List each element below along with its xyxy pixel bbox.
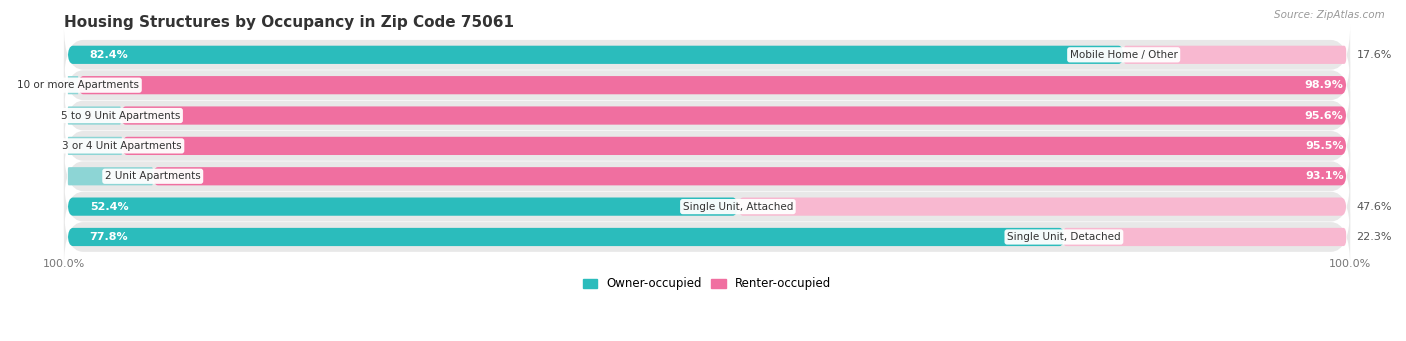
FancyBboxPatch shape	[63, 206, 1350, 268]
Text: Housing Structures by Occupancy in Zip Code 75061: Housing Structures by Occupancy in Zip C…	[65, 15, 515, 30]
Text: Mobile Home / Other: Mobile Home / Other	[1070, 50, 1178, 60]
FancyBboxPatch shape	[63, 176, 1350, 237]
FancyBboxPatch shape	[63, 146, 1350, 207]
Text: 95.5%: 95.5%	[1305, 141, 1344, 151]
FancyBboxPatch shape	[67, 167, 153, 186]
FancyBboxPatch shape	[738, 197, 1346, 216]
FancyBboxPatch shape	[63, 85, 1350, 146]
FancyBboxPatch shape	[67, 137, 122, 155]
Text: 4.4%: 4.4%	[86, 110, 114, 120]
Text: Single Unit, Attached: Single Unit, Attached	[683, 202, 793, 212]
Legend: Owner-occupied, Renter-occupied: Owner-occupied, Renter-occupied	[578, 273, 837, 295]
Text: 47.6%: 47.6%	[1357, 202, 1392, 212]
FancyBboxPatch shape	[67, 197, 738, 216]
FancyBboxPatch shape	[67, 76, 79, 94]
FancyBboxPatch shape	[1063, 228, 1346, 246]
FancyBboxPatch shape	[63, 24, 1350, 86]
Text: 5 to 9 Unit Apartments: 5 to 9 Unit Apartments	[60, 110, 180, 120]
FancyBboxPatch shape	[63, 115, 1350, 177]
Text: Single Unit, Detached: Single Unit, Detached	[1007, 232, 1121, 242]
Text: 17.6%: 17.6%	[1357, 50, 1392, 60]
FancyBboxPatch shape	[67, 228, 1064, 246]
Text: 4.5%: 4.5%	[87, 141, 115, 151]
Text: 6.9%: 6.9%	[118, 171, 146, 181]
Text: 82.4%: 82.4%	[90, 50, 128, 60]
Text: Source: ZipAtlas.com: Source: ZipAtlas.com	[1274, 10, 1385, 20]
Text: 2 Unit Apartments: 2 Unit Apartments	[105, 171, 201, 181]
Text: 3 or 4 Unit Apartments: 3 or 4 Unit Apartments	[62, 141, 181, 151]
FancyBboxPatch shape	[67, 106, 121, 125]
Text: 98.9%: 98.9%	[1305, 80, 1344, 90]
FancyBboxPatch shape	[121, 106, 1346, 125]
FancyBboxPatch shape	[122, 137, 1346, 155]
FancyBboxPatch shape	[67, 46, 1123, 64]
FancyBboxPatch shape	[79, 76, 1346, 94]
FancyBboxPatch shape	[153, 167, 1346, 186]
FancyBboxPatch shape	[63, 55, 1350, 116]
Text: 10 or more Apartments: 10 or more Apartments	[17, 80, 139, 90]
Text: 1.1%: 1.1%	[44, 80, 72, 90]
Text: 95.6%: 95.6%	[1305, 110, 1344, 120]
Text: 52.4%: 52.4%	[90, 202, 128, 212]
Text: 77.8%: 77.8%	[90, 232, 128, 242]
Text: 22.3%: 22.3%	[1357, 232, 1392, 242]
Text: 93.1%: 93.1%	[1305, 171, 1344, 181]
FancyBboxPatch shape	[1123, 46, 1346, 64]
